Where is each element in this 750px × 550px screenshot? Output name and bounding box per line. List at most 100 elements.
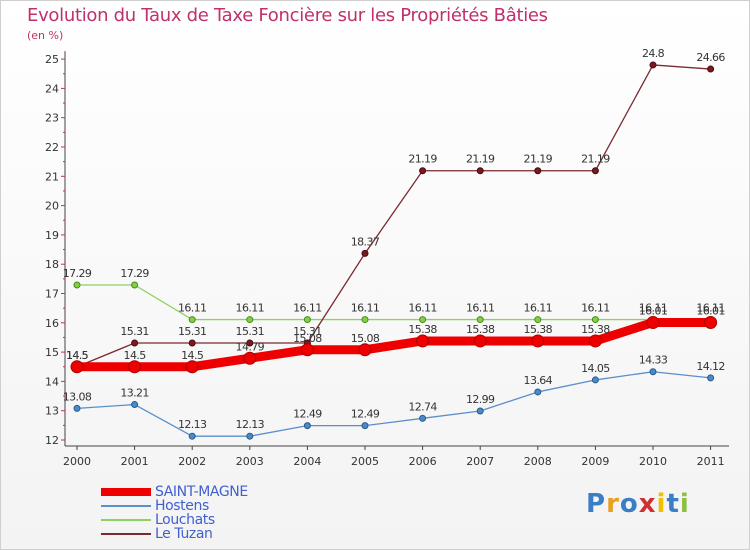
data-label-hostens: 13.64 (524, 374, 553, 387)
legend-item-le-tuzan: Le Tuzan (101, 526, 248, 542)
legend-item-louchats: Louchats (101, 512, 248, 528)
y-tick-label: 25 (45, 53, 59, 66)
chart-title: Evolution du Taux de Taxe Foncière sur l… (27, 5, 548, 26)
x-tick-label: 2010 (639, 455, 667, 468)
data-label-le-tuzan: 21.19 (466, 153, 495, 166)
x-tick-label: 2003 (236, 455, 264, 468)
data-point-saint-magne (416, 334, 430, 348)
logo-letter: i (679, 489, 690, 519)
legend-label-louchats: Louchats (155, 512, 215, 528)
data-point-le-tuzan (246, 339, 254, 347)
data-label-hostens: 14.12 (696, 360, 725, 373)
y-tick-label: 24 (45, 82, 59, 95)
data-label-louchats: 16.11 (293, 302, 322, 315)
series-line-hostens (76, 371, 712, 437)
legend-swatch-le-tuzan (101, 533, 151, 535)
data-point-hostens (246, 432, 254, 440)
data-label-le-tuzan: 21.19 (408, 153, 437, 166)
data-point-saint-magne (358, 343, 372, 357)
data-label-saint-magne: 14.79 (236, 340, 265, 353)
data-label-louchats: 16.11 (696, 302, 725, 315)
data-label-louchats: 17.29 (63, 267, 92, 280)
data-point-louchats (476, 316, 484, 324)
legend-label-le-tuzan: Le Tuzan (155, 526, 213, 542)
data-point-le-tuzan (188, 339, 196, 347)
data-point-le-tuzan (476, 167, 484, 175)
data-label-saint-magne: 16.01 (696, 305, 725, 318)
data-point-louchats (303, 316, 311, 324)
data-point-hostens (419, 414, 427, 422)
data-point-le-tuzan (707, 65, 715, 73)
data-point-saint-magne (185, 360, 199, 374)
data-point-louchats (73, 281, 81, 289)
data-point-saint-magne (646, 316, 660, 330)
data-label-le-tuzan: 24.8 (642, 47, 665, 60)
data-label-louchats: 16.11 (639, 302, 668, 315)
series-line-le-tuzan (76, 64, 712, 368)
data-point-louchats (534, 316, 542, 324)
y-tick-label: 16 (45, 317, 59, 330)
data-point-le-tuzan (649, 61, 657, 69)
data-point-louchats (188, 316, 196, 324)
y-tick-label: 20 (45, 200, 59, 213)
data-point-hostens (649, 368, 657, 376)
series-line-saint-magne (72, 318, 716, 372)
data-point-le-tuzan (361, 249, 369, 257)
legend-label-hostens: Hostens (155, 498, 209, 514)
data-label-saint-magne: 14.5 (181, 349, 204, 362)
y-tick-label: 22 (45, 141, 59, 154)
y-tick-label: 15 (45, 346, 59, 359)
legend-swatch-hostens (101, 505, 151, 507)
y-tick-label: 19 (45, 229, 59, 242)
data-label-hostens: 12.99 (466, 393, 495, 406)
chart-axes: 12 13 14 15 16 17 18 19 20 21 22 23 24 25 2000 2001 2002… (45, 51, 729, 468)
series-line-louchats (76, 284, 712, 321)
data-label-hostens: 12.13 (236, 418, 265, 431)
data-point-saint-magne (128, 360, 142, 374)
data-label-le-tuzan: 18.37 (351, 235, 380, 248)
data-point-hostens (591, 376, 599, 384)
data-label-louchats: 16.11 (581, 302, 610, 315)
data-point-hostens (303, 422, 311, 430)
legend-swatch-saint-magne (101, 488, 151, 496)
data-point-saint-magne (70, 360, 84, 374)
data-label-le-tuzan: 21.19 (581, 153, 610, 166)
data-label-saint-magne: 14.5 (66, 349, 89, 362)
data-label-louchats: 16.11 (178, 302, 207, 315)
legend-swatch-louchats (101, 519, 151, 521)
data-point-louchats (591, 316, 599, 324)
data-label-hostens: 12.74 (408, 400, 437, 413)
data-point-hostens (534, 388, 542, 396)
data-point-saint-magne (473, 334, 487, 348)
x-tick-label: 2006 (409, 455, 437, 468)
data-point-saint-magne (300, 343, 314, 357)
x-tick-label: 2001 (121, 455, 149, 468)
data-label-saint-magne: 15.38 (524, 323, 553, 336)
data-point-hostens (188, 432, 196, 440)
legend-label-saint-magne: SAINT-MAGNE (155, 484, 248, 500)
data-point-louchats (131, 281, 139, 289)
data-label-hostens: 12.49 (293, 408, 322, 421)
logo-letter: P (586, 489, 607, 519)
data-label-louchats: 16.11 (408, 302, 437, 315)
data-point-louchats (246, 316, 254, 324)
data-point-saint-magne (531, 334, 545, 348)
logo-letter: x (638, 489, 657, 519)
x-tick-label: 2008 (524, 455, 552, 468)
x-tick-label: 2009 (581, 455, 609, 468)
data-label-hostens: 14.33 (639, 354, 668, 367)
data-label-le-tuzan: 15.31 (236, 325, 265, 338)
data-label-hostens: 13.08 (63, 390, 92, 403)
proxiti-logo: Proxiti (586, 489, 690, 519)
x-tick-label: 2005 (351, 455, 379, 468)
data-point-hostens (476, 407, 484, 415)
data-point-hostens (361, 422, 369, 430)
data-label-louchats: 16.11 (236, 302, 265, 315)
data-point-le-tuzan (419, 167, 427, 175)
data-label-louchats: 16.11 (466, 302, 495, 315)
chart-unit-label: (en %) (27, 29, 64, 42)
data-point-le-tuzan (534, 167, 542, 175)
y-tick-label: 14 (45, 375, 59, 388)
